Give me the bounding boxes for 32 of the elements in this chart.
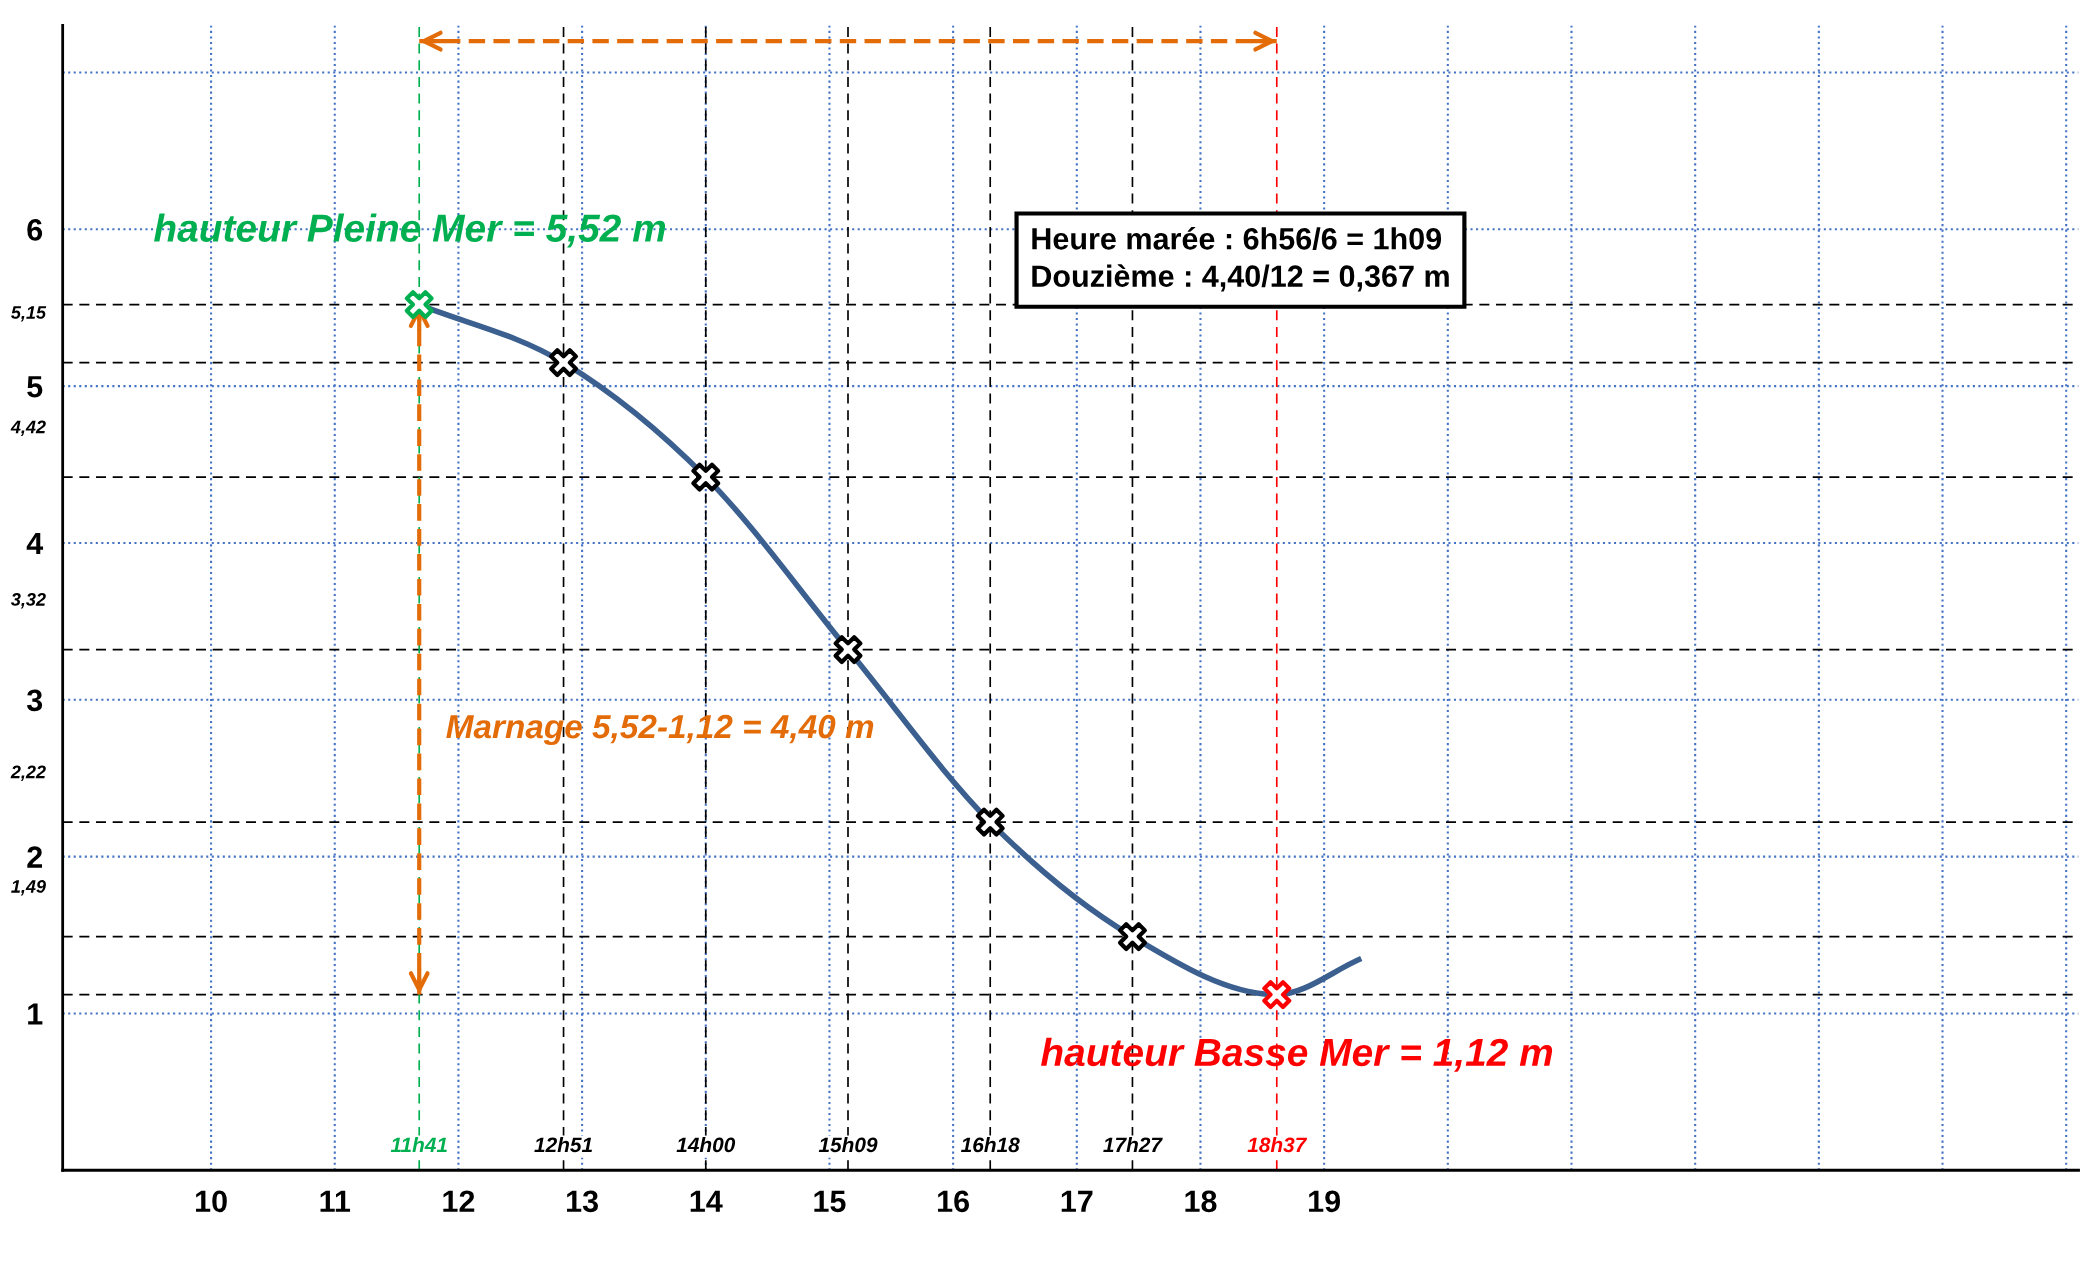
y-tick-label: 4 [26,533,44,555]
ref-line-label: 2,22 [10,765,46,781]
ref-line-label: 15h09 [818,1136,878,1153]
x-tick-label: 16 [938,1190,970,1213]
x-tick-label: 19 [1309,1190,1341,1213]
x-tick-label: 14 [690,1190,723,1212]
x-tick-label: 13 [567,1190,598,1213]
annotation: Heure marée : 6h56/6 = 1h09 Douzième : 4,40/12 = 0,367 m [1032,226,1449,292]
ref-line-label: 4,42 [10,420,46,436]
x-tick-label: 12 [443,1190,475,1212]
x-tick-label: 15 [814,1190,846,1213]
y-tick-label: 1 [28,1003,43,1025]
ref-line-label: 3,32 [11,593,46,609]
annotation: hauteur Basse Mer = 1,12 m [1041,1037,1553,1072]
annotation: Marnage 5,52-1,12 = 4,40 m [446,714,874,746]
x-tick-label: 11 [320,1190,351,1212]
ref-line-label: 17h27 [1103,1136,1163,1153]
annotation: hauteur Pleine Mer = 5,52 m [154,213,666,248]
ref-line-label: 18h37 [1247,1136,1308,1153]
y-tick-label: 5 [27,376,43,398]
ref-line-label: 11h41 [390,1136,447,1153]
ref-line-label: 16h18 [961,1136,1020,1153]
x-tick-label: 18 [1185,1190,1217,1213]
y-tick-label: 2 [27,846,42,868]
x-tick-label: 10 [196,1190,227,1213]
ref-line-label: 14h00 [676,1136,736,1153]
ref-line-label: 5,15 [11,306,47,322]
x-tick-label: 17 [1061,1190,1093,1212]
ref-line-label: 1,49 [11,880,46,896]
ref-line-label: 12h51 [534,1136,592,1153]
y-tick-label: 6 [27,219,43,241]
y-tick-label: 3 [26,689,43,712]
